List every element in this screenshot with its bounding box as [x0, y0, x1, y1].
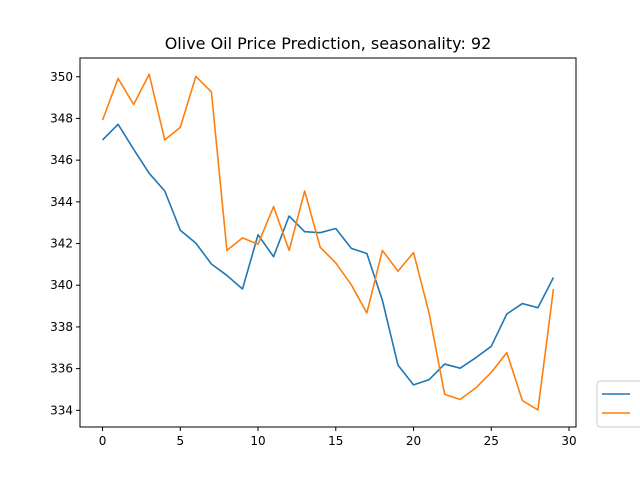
y-tick-label: 348	[50, 111, 73, 125]
x-tick-label: 15	[328, 434, 343, 448]
legend-box	[596, 380, 640, 428]
y-tick-label: 334	[50, 403, 73, 417]
plot-frame	[79, 57, 577, 428]
y-tick-label: 340	[50, 278, 73, 292]
x-tick-label: 10	[250, 434, 265, 448]
x-tick-label: 5	[176, 434, 184, 448]
x-tick-label: 25	[484, 434, 499, 448]
y-tick-label: 350	[50, 70, 73, 84]
y-tick-label: 344	[50, 195, 73, 209]
chart-title: Olive Oil Price Prediction, seasonality:…	[165, 34, 492, 53]
x-tick-label: 30	[561, 434, 576, 448]
y-tick-label: 342	[50, 237, 73, 251]
series-line-1	[101, 123, 555, 386]
y-axis-ticks: 334 336 338 340 342 344 346 348 350	[50, 70, 80, 417]
legend	[596, 380, 640, 428]
x-tick-label: 20	[406, 434, 421, 448]
y-tick-label: 336	[50, 362, 73, 376]
y-tick-label: 338	[50, 320, 73, 334]
y-tick-label: 346	[50, 153, 73, 167]
x-tick-label: 0	[99, 434, 107, 448]
x-axis-ticks: 0 5 10 15 20 25 30	[99, 427, 577, 448]
series-lines	[101, 73, 555, 411]
series-line-2	[101, 73, 555, 411]
